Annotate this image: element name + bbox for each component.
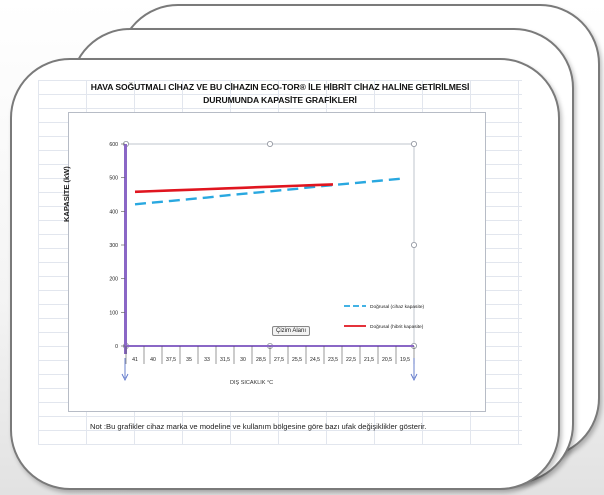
plot-area-tooltip: Çizim Alanı	[272, 326, 311, 336]
x-tick-label: 33	[204, 357, 210, 363]
plot-area-border	[125, 143, 415, 347]
x-tick-label: 30	[240, 357, 246, 363]
y-tick-label: 200	[109, 277, 118, 283]
x-tick-label: 24,5	[310, 357, 320, 363]
y-tick-label: 500	[109, 176, 118, 182]
selection-handle	[266, 140, 273, 147]
x-tick-label: 40	[150, 357, 156, 363]
x-tick-label: 41	[132, 357, 138, 363]
series-line	[134, 177, 406, 206]
x-tick-label: 23,5	[328, 357, 338, 363]
y-tick-label: 400	[109, 209, 118, 215]
y-axis-line	[124, 144, 127, 354]
y-tick-label: 600	[109, 142, 118, 148]
x-tick-label: 31,5	[220, 357, 230, 363]
x-tick-label: 21,5	[364, 357, 374, 363]
chart-title-line2: DURUMUNDA KAPASİTE GRAFİKLERİ	[203, 95, 357, 105]
y-tick-label: 0	[115, 344, 118, 350]
legend-label: Doğrusal (hibrit kapasite)	[370, 324, 424, 330]
axis-marker-left	[121, 358, 129, 382]
selection-handle	[410, 241, 417, 248]
axis-marker-right	[410, 358, 418, 382]
x-axis-title: DIŞ SICAKLIK °C	[230, 380, 274, 386]
selection-handle	[410, 140, 417, 147]
x-tick-label: 20,5	[382, 357, 392, 363]
legend-label: Doğrusal (cihaz kapasite)	[370, 304, 425, 310]
x-tick-label: 35	[186, 357, 192, 363]
y-tick-label: 100	[109, 310, 118, 316]
x-tick-label: 19,5	[400, 357, 410, 363]
footnote: Not :Bu grafikler cihaz marka ve modelin…	[90, 422, 427, 431]
series-line	[134, 183, 334, 194]
y-tick-label: 300	[109, 243, 118, 249]
chart-title-line1: HAVA SOĞUTMALI CİHAZ VE BU CİHAZIN ECO-T…	[90, 82, 470, 92]
chart-area[interactable]	[68, 112, 486, 412]
x-tick-label: 27,5	[274, 357, 284, 363]
x-tick-label: 22,5	[346, 357, 356, 363]
x-tick-label: 25,5	[292, 357, 302, 363]
x-tick-label: 37,5	[166, 357, 176, 363]
x-tick-label: 28,5	[256, 357, 266, 363]
y-axis-title: KAPASİTE (kW)	[62, 166, 71, 222]
